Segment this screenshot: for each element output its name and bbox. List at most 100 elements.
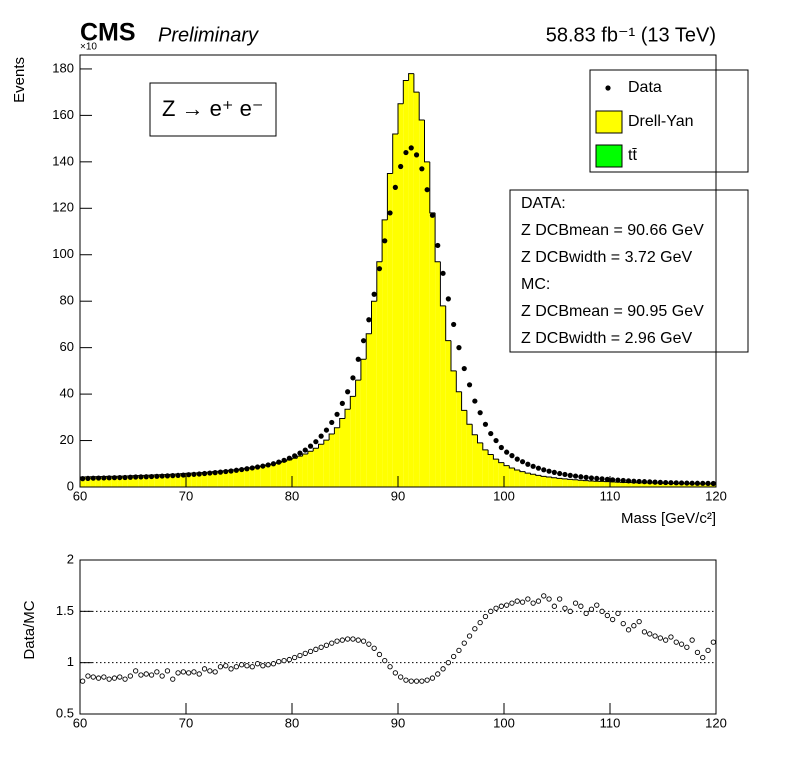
ratio-point	[488, 608, 494, 614]
hist-bin	[260, 466, 266, 487]
data-point	[138, 474, 144, 480]
hist-bin	[594, 481, 600, 487]
ratio-point	[678, 641, 685, 647]
ratio-point	[254, 661, 261, 667]
annotation-box	[149, 82, 277, 137]
ratio-point	[180, 669, 187, 675]
hist-bin	[472, 434, 478, 487]
ratio-point	[435, 671, 441, 677]
ratio-point	[80, 678, 86, 684]
data-point	[562, 471, 568, 478]
ratio-point	[604, 612, 610, 619]
ratio-point	[440, 666, 446, 672]
ratio-point	[615, 610, 621, 617]
ratio-point	[265, 662, 271, 668]
ratio-point	[424, 677, 430, 683]
data-point	[265, 462, 271, 468]
hist-bin	[323, 440, 330, 487]
ratio-point	[387, 664, 393, 670]
ratio-point	[122, 676, 128, 682]
ratio-point	[413, 678, 420, 684]
hist-outline	[328, 433, 335, 441]
data-point	[154, 473, 160, 479]
data-point	[514, 456, 520, 462]
hist-outline	[307, 450, 314, 455]
hist-outline	[413, 73, 420, 93]
ratio-point	[450, 653, 457, 660]
hist-outline	[461, 391, 467, 411]
hist-bin	[212, 471, 218, 487]
data-point	[615, 477, 621, 483]
ratio-point	[663, 637, 669, 643]
fit-result: Z DCBmean = 90.95 GeV	[521, 303, 704, 320]
ratio-point	[557, 596, 563, 602]
ratio-point	[185, 670, 192, 676]
x-tick-label: 70	[179, 715, 193, 730]
hist-outline	[323, 439, 330, 445]
ratio-point	[514, 598, 520, 604]
hist-bin	[408, 73, 414, 488]
hist-bin	[302, 454, 308, 487]
ratio-point	[350, 636, 356, 642]
ratio-point	[286, 656, 292, 663]
ratio-point	[249, 664, 255, 670]
hist-bin	[382, 219, 388, 487]
data-point	[360, 338, 367, 344]
data-point	[482, 421, 489, 427]
data-point	[122, 474, 128, 481]
data-point	[196, 471, 202, 477]
ratio-point	[588, 606, 595, 612]
data-point	[546, 468, 552, 474]
hist-bin	[498, 462, 504, 487]
hist-bin	[164, 474, 171, 487]
data-point	[228, 468, 234, 474]
ratio-point	[175, 670, 181, 676]
ratio-point	[525, 596, 531, 602]
data-point	[435, 242, 441, 249]
hist-bin	[588, 480, 595, 487]
hist-bin	[201, 472, 208, 487]
data-point	[186, 472, 192, 478]
x-tick-label: 80	[285, 715, 299, 730]
ratio-point	[599, 608, 605, 614]
hist-bin	[376, 261, 383, 487]
hist-bin	[339, 418, 345, 487]
y-tick-label: 140	[52, 153, 74, 168]
hist-outline	[434, 212, 441, 263]
ratio-point	[519, 599, 526, 605]
data-point	[567, 472, 573, 478]
ratio-point	[323, 642, 330, 648]
ratio-point	[270, 661, 277, 667]
data-point	[594, 475, 600, 482]
data-point	[710, 480, 716, 487]
data-point	[631, 478, 637, 484]
hist-outline	[482, 442, 489, 451]
y-tick-label: 120	[52, 200, 74, 215]
x-tick-label: 100	[493, 488, 515, 503]
hist-bin	[233, 469, 239, 487]
data-point	[175, 472, 181, 478]
hist-bin	[80, 477, 86, 487]
ratio-point	[207, 668, 213, 674]
data-point	[445, 296, 451, 302]
ratio-point	[302, 650, 308, 657]
hist-outline	[503, 462, 510, 467]
data-point	[148, 473, 155, 480]
ratio-point	[260, 663, 266, 669]
hist-bin	[387, 173, 393, 488]
data-point	[164, 473, 171, 479]
hist-bin	[297, 456, 303, 487]
hist-bin	[435, 261, 441, 487]
data-point	[604, 476, 610, 482]
hist-outline	[471, 424, 478, 436]
ratio-point	[652, 633, 658, 639]
experiment-label: CMS	[80, 19, 136, 47]
data-point	[572, 473, 579, 479]
hist-bin	[657, 483, 663, 487]
ratio-point	[297, 652, 303, 659]
data-point	[689, 480, 695, 486]
data-point	[376, 266, 383, 272]
data-point	[239, 466, 245, 473]
data-point	[180, 472, 186, 478]
ratio-point	[95, 675, 102, 681]
